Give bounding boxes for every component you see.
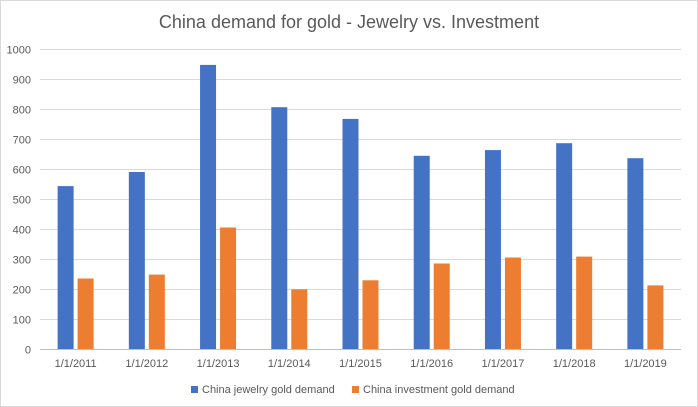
- bar-jewelry: [271, 107, 288, 349]
- bar-jewelry: [342, 118, 359, 350]
- bar-investment: [647, 285, 664, 349]
- bar-jewelry: [484, 150, 501, 349]
- bar-investment: [220, 227, 237, 349]
- y-tick-label: 900: [13, 75, 31, 87]
- legend-label: China jewelry gold demand: [202, 384, 335, 396]
- y-tick-label: 200: [13, 285, 31, 297]
- bars: [57, 64, 664, 350]
- chart-title: China demand for gold - Jewelry vs. Inve…: [159, 12, 539, 32]
- y-tick-label: 800: [13, 105, 31, 117]
- x-tick-label: 1/1/2019: [624, 358, 667, 370]
- bar-investment: [576, 256, 593, 349]
- y-tick-label: 1000: [7, 45, 31, 57]
- bar-jewelry: [556, 143, 573, 349]
- y-axis-ticks: 0 100 200 300 400 500 600 700 800 900 1000: [7, 45, 31, 357]
- x-tick-label: 1/1/2013: [197, 358, 240, 370]
- y-tick-label: 100: [13, 315, 31, 327]
- y-tick-label: 0: [25, 345, 31, 357]
- bar-investment: [291, 289, 308, 349]
- y-tick-label: 400: [13, 225, 31, 237]
- y-tick-label: 700: [13, 135, 31, 147]
- x-tick-label: 1/1/2015: [339, 358, 382, 370]
- x-tick-label: 1/1/2012: [125, 358, 168, 370]
- y-tick-label: 500: [13, 195, 31, 207]
- bar-investment: [77, 278, 94, 349]
- x-tick-label: 1/1/2014: [268, 358, 311, 370]
- bar-investment: [148, 274, 165, 349]
- x-tick-label: 1/1/2016: [410, 358, 453, 370]
- bar-investment: [362, 280, 379, 349]
- x-tick-label: 1/1/2011: [55, 358, 97, 370]
- legend-swatch: [191, 386, 198, 393]
- y-tick-label: 300: [13, 255, 31, 267]
- legend-swatch: [352, 386, 359, 393]
- x-axis-ticks: 1/1/2011 1/1/2012 1/1/2013 1/1/2014 1/1/2015…: [55, 358, 667, 370]
- bar-investment: [433, 263, 450, 349]
- gridlines: [40, 49, 681, 350]
- legend: China jewelry gold demand China investmen…: [191, 384, 515, 396]
- x-tick-label: 1/1/2018: [553, 358, 596, 370]
- bar-jewelry: [57, 186, 74, 349]
- bar-jewelry: [128, 172, 145, 349]
- bar-jewelry: [413, 155, 430, 349]
- bar-jewelry: [200, 64, 217, 350]
- legend-label: China investment gold demand: [363, 384, 515, 396]
- x-tick-label: 1/1/2017: [482, 358, 525, 370]
- bar-jewelry: [627, 158, 644, 349]
- y-tick-label: 600: [13, 165, 31, 177]
- bar-investment: [504, 257, 521, 349]
